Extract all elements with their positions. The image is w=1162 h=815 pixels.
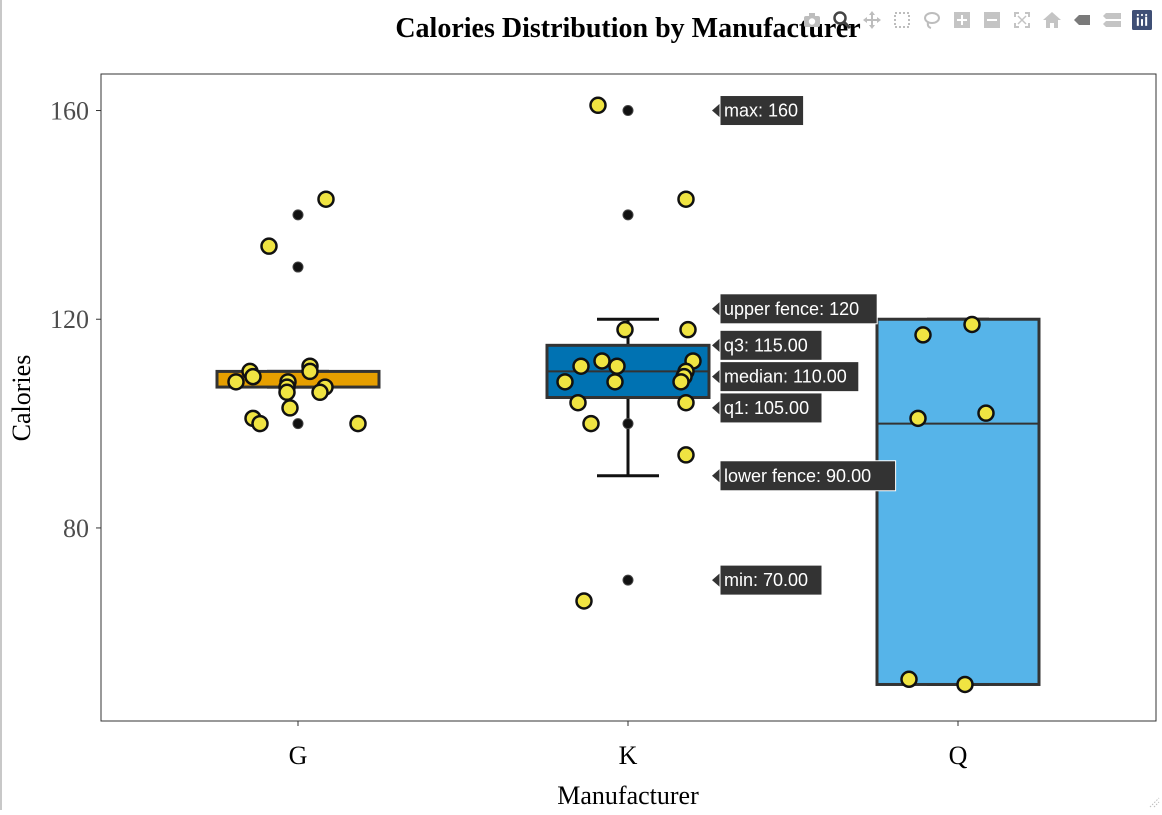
hover-label-box (719, 361, 860, 393)
outlier-point (292, 418, 304, 430)
y-tick-label: 120 (50, 305, 89, 334)
y-tick-label: 80 (63, 514, 89, 543)
autoscale-icon[interactable] (1010, 8, 1034, 32)
jitter-point (608, 357, 626, 375)
jitter-point (317, 190, 335, 208)
hover-label-text: q1: 105.00 (724, 398, 809, 418)
jitter-point (244, 367, 262, 386)
x-tick-label: Q (949, 741, 968, 770)
y-axis-label: Calories (7, 355, 36, 442)
jitter-point (900, 670, 918, 689)
x-axis-label: Manufacturer (557, 781, 699, 810)
outlier-point (622, 418, 634, 430)
jitter-point (582, 414, 600, 433)
modebar (800, 6, 1154, 34)
zoom-icon[interactable] (830, 8, 854, 32)
jitter-point (281, 399, 299, 417)
zoom-out-icon[interactable] (980, 8, 1004, 32)
jitter-point (349, 414, 367, 433)
plotly-logo-icon[interactable] (1130, 8, 1154, 32)
resize-grip-icon[interactable] (1148, 796, 1160, 808)
window-border (0, 0, 2, 810)
jitter-point (278, 383, 296, 402)
hover-label-pointer (712, 338, 720, 353)
jitter-point (260, 237, 278, 255)
jitter-point (593, 352, 611, 370)
x-tick-label: K (619, 741, 638, 770)
jitter-point (914, 326, 932, 344)
jitter-point (606, 373, 624, 391)
home-icon[interactable] (1040, 8, 1064, 32)
camera-icon[interactable] (800, 8, 824, 32)
hover-label-text: lower fence: 90.00 (724, 466, 871, 486)
jitter-point (572, 357, 590, 375)
hover-label-box (719, 329, 823, 361)
hover-label-text: max: 160 (724, 101, 798, 121)
hover-closest-icon[interactable] (1070, 8, 1094, 32)
jitter-point (556, 373, 574, 391)
jitter-point (589, 96, 607, 115)
y-tick-label: 160 (50, 97, 89, 126)
jitter-point (679, 320, 697, 339)
outlier-point (622, 209, 634, 221)
x-tick-label: G (289, 741, 308, 770)
hover-label-box (719, 460, 897, 492)
jitter-point (677, 446, 695, 464)
hover-label-box (719, 293, 878, 325)
jitter-point (616, 320, 634, 339)
jitter-point (977, 404, 995, 422)
box-body (875, 317, 1041, 686)
hover-label-text: q3: 115.00 (724, 335, 808, 355)
jitter-point (677, 190, 695, 208)
outlier-point (622, 105, 634, 117)
hover-compare-icon[interactable] (1100, 8, 1124, 32)
box-select-icon[interactable] (890, 8, 914, 32)
outlier-point (292, 209, 304, 221)
jitter-point (251, 414, 269, 433)
jitter-point (909, 409, 927, 428)
jitter-point (677, 393, 695, 412)
hover-label-pointer (712, 369, 720, 384)
jitter-point (672, 373, 690, 391)
hover-label-pointer (712, 103, 720, 118)
jitter-point (575, 592, 593, 610)
hover-label-box (719, 392, 823, 424)
hover-label-pointer (712, 573, 720, 588)
jitter-point (963, 315, 981, 334)
jitter-point (956, 675, 974, 694)
zoom-in-icon[interactable] (950, 8, 974, 32)
hover-label-box (719, 95, 805, 127)
hover-label-pointer (712, 468, 720, 483)
jitter-point (227, 373, 245, 391)
hover-label-text: median: 110.00 (724, 367, 847, 387)
lasso-icon[interactable] (920, 8, 944, 32)
hover-label-pointer (712, 301, 720, 316)
outlier-point (622, 574, 634, 586)
hover-label-box (719, 564, 823, 596)
outlier-point (292, 261, 304, 273)
jitter-point (569, 393, 587, 412)
hover-label-pointer (712, 400, 720, 415)
hover-label-text: upper fence: 120 (724, 299, 859, 319)
chart-title: Calories Distribution by Manufacturer (395, 13, 860, 44)
jitter-point (301, 362, 319, 381)
jitter-point (311, 383, 329, 402)
pan-icon[interactable] (860, 8, 884, 32)
hover-label-text: min: 70.00 (724, 570, 808, 590)
